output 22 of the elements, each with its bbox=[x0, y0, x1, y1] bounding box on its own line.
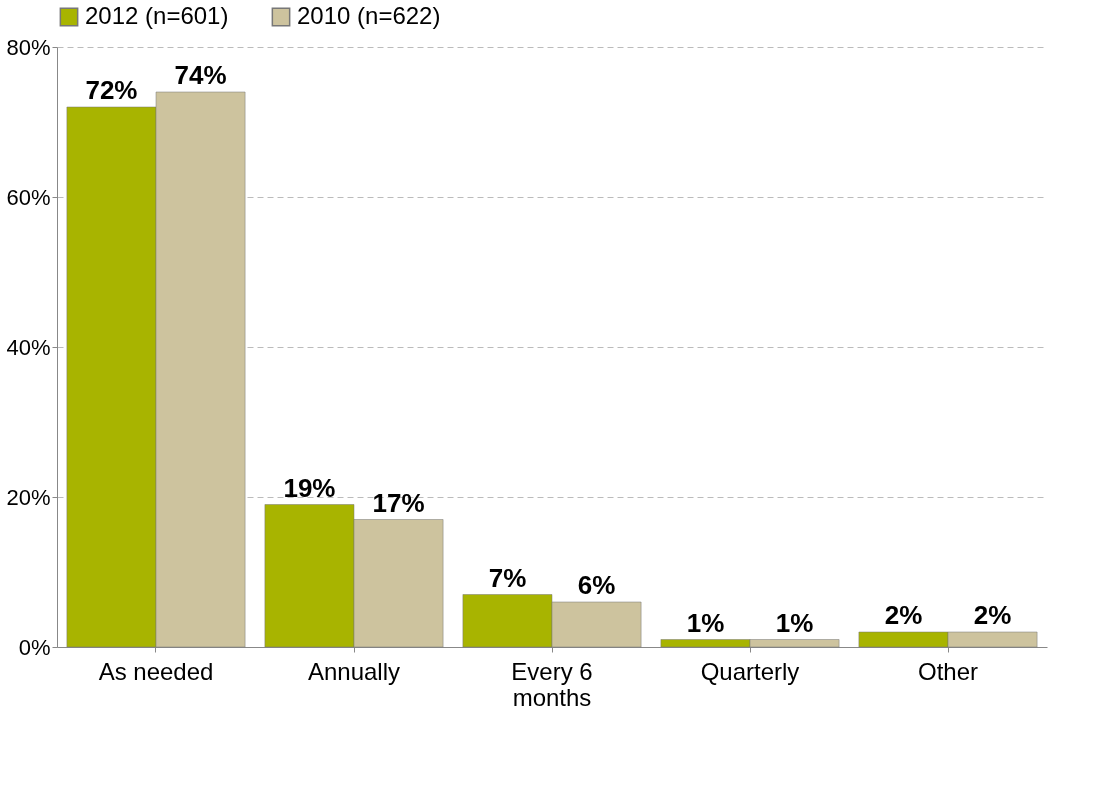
y-tick-label: 40% bbox=[6, 334, 51, 360]
legend-label: 2010 (n=622) bbox=[297, 2, 441, 29]
data-label: 2% bbox=[884, 600, 923, 630]
data-label: 6% bbox=[577, 570, 616, 600]
legend-label: 2012 (n=601) bbox=[85, 2, 229, 29]
y-tick-label: 80% bbox=[6, 34, 51, 60]
x-tick-label: Every 6 months bbox=[511, 657, 593, 711]
y-tick-label: 0% bbox=[18, 634, 51, 660]
data-label: 2% bbox=[973, 600, 1012, 630]
y-tick-label: 60% bbox=[6, 184, 51, 210]
x-tick-label: Quarterly bbox=[700, 657, 800, 685]
x-tick-label: As needed bbox=[98, 657, 214, 685]
x-tick-label: Other bbox=[917, 657, 979, 685]
y-tick-label: 20% bbox=[6, 484, 51, 510]
data-label: 17% bbox=[372, 487, 425, 518]
data-label: 72% bbox=[85, 75, 138, 105]
data-label: 7% bbox=[488, 562, 527, 593]
data-label: 74% bbox=[174, 60, 227, 90]
data-label: 19% bbox=[283, 472, 336, 503]
data-label: 1% bbox=[775, 607, 814, 638]
data-label: 1% bbox=[686, 607, 725, 638]
x-tick-label: Annually bbox=[307, 657, 401, 685]
